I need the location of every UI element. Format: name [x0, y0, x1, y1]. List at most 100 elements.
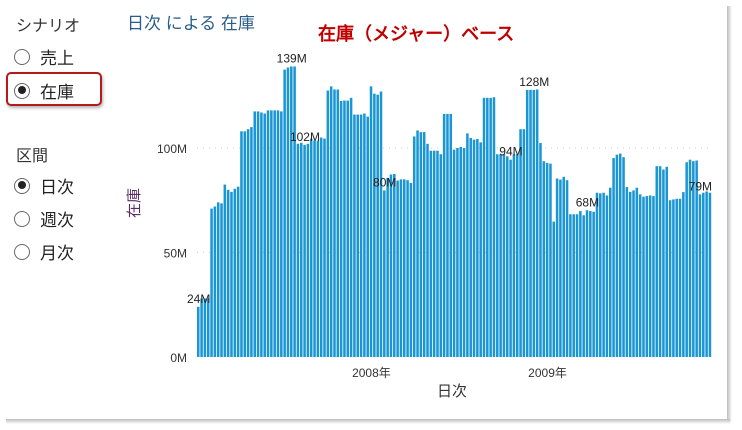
- bar: [206, 298, 210, 357]
- bar: [552, 221, 556, 357]
- bar: [635, 187, 639, 357]
- radio-inventory[interactable]: 在庫: [14, 78, 74, 103]
- bar: [549, 163, 552, 357]
- bar: [642, 196, 645, 357]
- bar: [512, 154, 516, 357]
- radio-label: 売上: [40, 49, 74, 68]
- bar: [702, 192, 705, 357]
- x-tick-label: 2009年: [528, 366, 567, 380]
- bar: [575, 214, 579, 357]
- data-label: 24M: [187, 292, 210, 306]
- bar: [545, 162, 549, 357]
- bar: [197, 306, 200, 357]
- radio-label: 月次: [40, 244, 74, 263]
- bar: [226, 189, 230, 357]
- bar: [612, 158, 615, 357]
- bar: [469, 137, 472, 357]
- bar: [532, 89, 536, 357]
- radio-icon[interactable]: [14, 210, 30, 227]
- bar: [605, 195, 609, 357]
- radio-weekly[interactable]: 週次: [14, 206, 74, 231]
- bar: [356, 114, 360, 357]
- bar: [652, 196, 655, 357]
- bar: [419, 132, 423, 357]
- bar: [223, 184, 227, 357]
- bar: [692, 161, 695, 357]
- radio-label: 在庫: [40, 83, 74, 102]
- radio-monthly[interactable]: 月次: [14, 239, 74, 264]
- bar: [349, 97, 353, 357]
- bar: [216, 202, 220, 357]
- bar: [456, 148, 459, 357]
- bar: [599, 193, 602, 357]
- bar: [319, 137, 323, 357]
- data-label: 128M: [519, 75, 549, 89]
- bar: [486, 97, 489, 357]
- bar: [389, 174, 393, 357]
- bar: [369, 86, 373, 357]
- bar: [326, 90, 330, 358]
- radio-daily[interactable]: 日次: [14, 173, 74, 198]
- bar: [276, 110, 280, 357]
- bar: [280, 111, 283, 357]
- bar: [462, 148, 466, 357]
- bar: [622, 157, 625, 357]
- bar: [695, 160, 698, 357]
- bar: [682, 192, 685, 357]
- bar: [303, 144, 306, 357]
- bar: [705, 191, 708, 357]
- bar: [213, 206, 217, 357]
- bar: [203, 298, 207, 357]
- selection-highlight-box: [6, 72, 102, 106]
- bar: [220, 203, 223, 357]
- data-label: 79M: [689, 179, 712, 193]
- bar: [432, 150, 436, 357]
- bar: [658, 166, 662, 357]
- bar: [339, 100, 343, 357]
- bar: [559, 179, 562, 357]
- bar: [555, 178, 559, 357]
- bar: [379, 91, 383, 357]
- bar: [396, 180, 399, 357]
- bar: [592, 211, 595, 357]
- bar: [333, 89, 336, 357]
- bar: [708, 192, 712, 357]
- y-tick-label: 100M: [157, 142, 187, 156]
- radio-sales[interactable]: 売上: [14, 44, 74, 69]
- radio-icon[interactable]: [14, 48, 30, 65]
- bar: [466, 133, 469, 357]
- bar: [210, 208, 213, 357]
- radio-icon[interactable]: [14, 243, 30, 260]
- bar: [429, 150, 433, 357]
- bar: [645, 196, 649, 357]
- bar: [273, 110, 276, 357]
- bar: [668, 200, 672, 357]
- bar: [496, 154, 499, 357]
- bar: [266, 110, 270, 357]
- radio-selected-icon[interactable]: [14, 82, 30, 99]
- radio-selected-icon[interactable]: [14, 177, 30, 194]
- y-axis-title: 在庫: [126, 188, 143, 218]
- bar: [579, 211, 582, 357]
- bar: [283, 69, 286, 357]
- bar: [296, 143, 300, 357]
- bar: [336, 89, 340, 357]
- y-tick-label: 0M: [170, 351, 187, 365]
- bar: [648, 195, 652, 357]
- bar: [638, 194, 642, 357]
- bar: [515, 154, 519, 357]
- bar: [240, 131, 243, 357]
- bar: [489, 97, 492, 357]
- bar: [472, 139, 476, 357]
- bar: [253, 111, 257, 357]
- bar: [373, 93, 376, 357]
- bar: [685, 162, 688, 357]
- bar: [662, 169, 665, 357]
- bar: [602, 192, 605, 357]
- bar: [436, 150, 439, 357]
- bar: [542, 161, 546, 357]
- bar: [506, 156, 509, 357]
- bar: [519, 129, 522, 357]
- bar: [323, 138, 326, 357]
